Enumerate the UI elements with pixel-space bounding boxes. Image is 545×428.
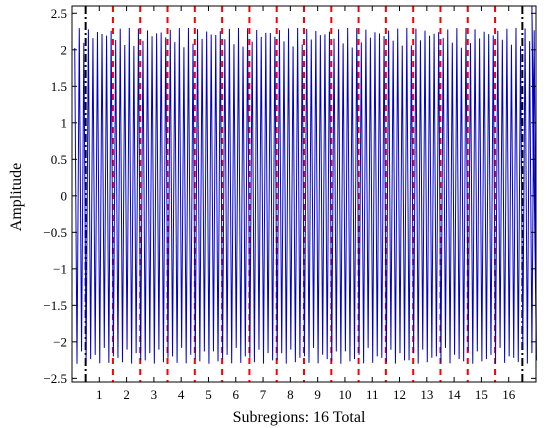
x-tick-label: 5	[205, 387, 212, 402]
x-tick-label: 16	[502, 387, 516, 402]
x-tick-label: 9	[314, 387, 321, 402]
x-tick-label: 2	[123, 387, 130, 402]
y-axis-title: Amplitude	[8, 163, 25, 231]
y-tick-label: 2	[61, 42, 68, 57]
x-axis-ticks: 1 2 3 4 5 6 7 8 9 10 11 12 13 14 15 16	[96, 6, 516, 402]
y-tick-label: −1.5	[43, 298, 67, 313]
x-tick-label: 4	[178, 387, 185, 402]
x-tick-label: 13	[420, 387, 433, 402]
y-tick-label: 2.5	[51, 6, 67, 21]
x-tick-label: 3	[151, 387, 158, 402]
x-tick-label: 1	[96, 387, 103, 402]
signal-layer	[74, 5, 537, 364]
y-tick-label: −2	[53, 334, 67, 349]
x-tick-label: 7	[260, 387, 267, 402]
x-axis-title: Subregions: 16 Total	[233, 409, 366, 426]
axes	[71, 5, 537, 383]
signal-line	[74, 5, 537, 364]
y-axis-ticks: −2.5 −2 −1.5 −1 −0.5 0 0.5 1 1.5 2 2.5	[43, 6, 536, 386]
x-tick-label: 14	[448, 387, 462, 402]
x-tick-label: 15	[475, 387, 488, 402]
x-tick-label: 10	[338, 387, 351, 402]
y-tick-label: −0.5	[43, 225, 67, 240]
y-tick-label: −2.5	[43, 371, 67, 386]
x-tick-label: 12	[393, 387, 406, 402]
plot-frame	[71, 5, 537, 383]
y-tick-label: −1	[53, 261, 67, 276]
x-tick-label: 6	[233, 387, 240, 402]
y-tick-label: 0.5	[51, 152, 67, 167]
y-tick-label: 1.5	[51, 79, 67, 94]
y-tick-label: 0	[61, 188, 68, 203]
y-tick-label: 1	[61, 115, 68, 130]
x-tick-label: 11	[366, 387, 379, 402]
x-tick-label: 8	[287, 387, 294, 402]
